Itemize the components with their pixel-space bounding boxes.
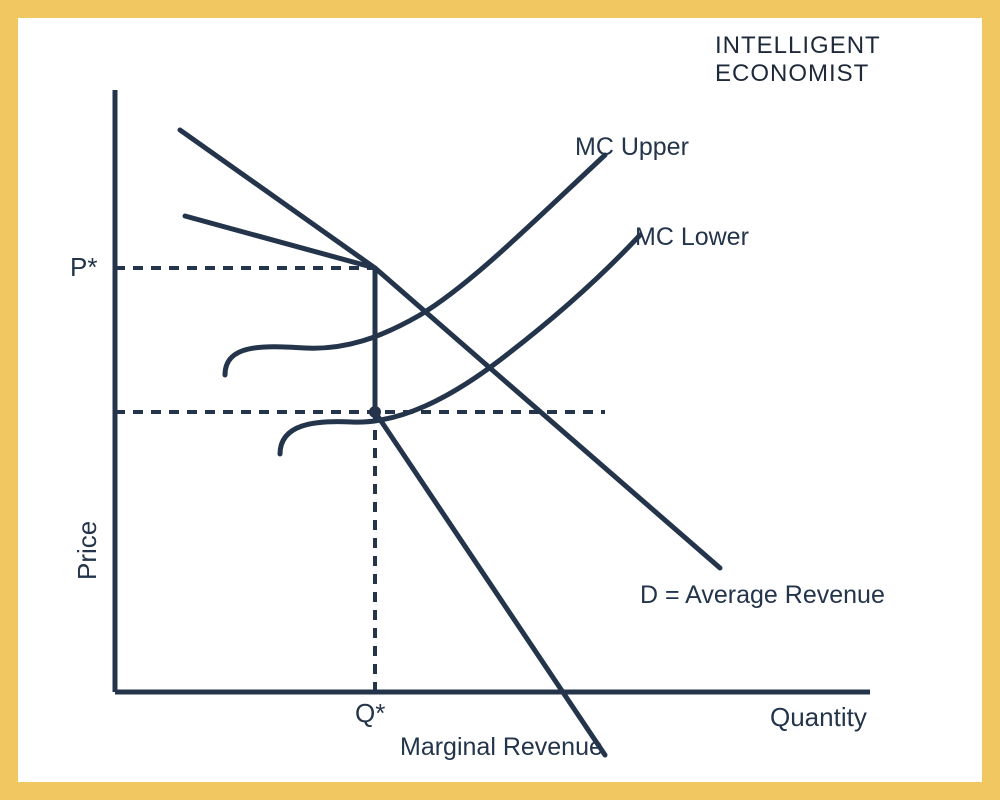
intersection-point xyxy=(369,406,381,418)
mc-upper-curve xyxy=(225,155,605,375)
y-axis-label: Price xyxy=(72,521,103,580)
label-mc-upper: MC Upper xyxy=(575,133,689,162)
x-axis-label: Quantity xyxy=(770,702,867,733)
label-q-star: Q* xyxy=(355,698,385,729)
label-marginal-revenue: Marginal Revenue xyxy=(400,733,603,762)
label-demand: D = Average Revenue xyxy=(640,581,885,610)
label-p-star: P* xyxy=(70,252,97,283)
label-mc-lower: MC Lower xyxy=(635,223,749,252)
diagram-svg xyxy=(0,0,1000,800)
diagram-frame: INTELLIGENT ECONOMIST MC Upper MC Lower … xyxy=(0,0,1000,800)
marginal-revenue-curve xyxy=(185,216,605,755)
